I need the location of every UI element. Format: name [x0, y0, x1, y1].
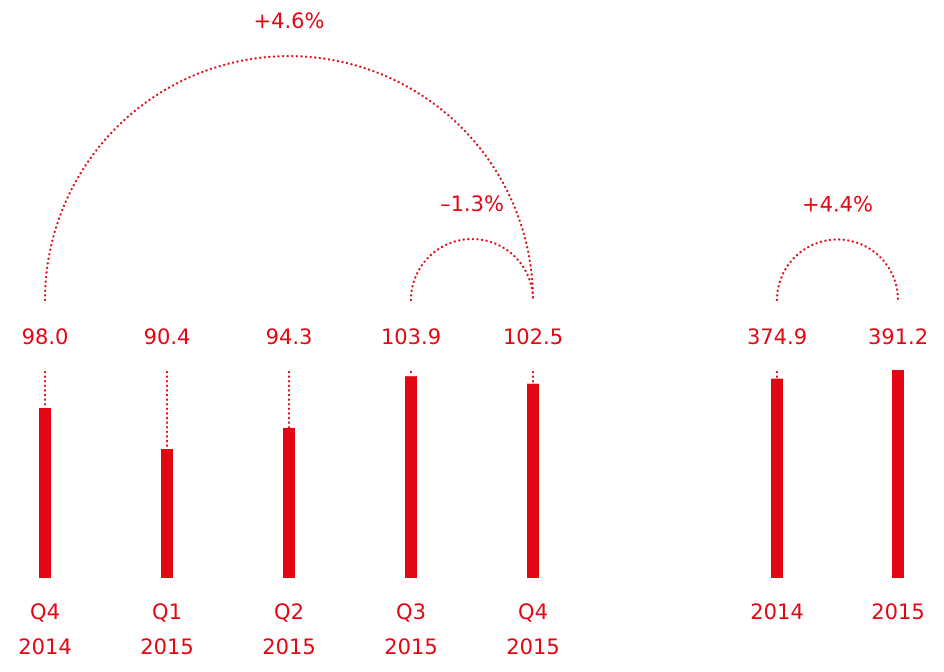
value-label: 103.9	[381, 325, 441, 349]
bar	[161, 449, 173, 578]
value-label: 98.0	[22, 325, 69, 349]
category-label: 2014	[750, 600, 803, 624]
value-label: 94.3	[266, 325, 313, 349]
bar	[39, 408, 51, 578]
change-label: –1.3%	[440, 192, 504, 216]
bar	[771, 378, 783, 578]
category-label: Q2	[274, 600, 304, 624]
category-label: Q3	[396, 600, 426, 624]
value-label: 90.4	[144, 325, 191, 349]
category-label: Q4	[30, 600, 60, 624]
category-label: 2015	[140, 635, 193, 659]
category-label: 2015	[871, 600, 924, 624]
comparison-arc	[775, 238, 900, 302]
change-label: +4.4%	[802, 193, 873, 217]
bar	[405, 376, 417, 578]
value-label: 374.9	[747, 325, 807, 349]
value-label: 102.5	[503, 325, 563, 349]
bar	[892, 369, 904, 578]
category-label: 2014	[18, 635, 71, 659]
change-label: +4.6%	[254, 9, 325, 33]
category-label: 2015	[262, 635, 315, 659]
bar	[527, 383, 539, 578]
comparison-arc	[409, 237, 535, 302]
category-label: 2015	[506, 635, 559, 659]
bar	[283, 427, 295, 578]
category-label: Q4	[518, 600, 548, 624]
value-label: 391.2	[868, 325, 928, 349]
comparison-arc	[43, 54, 535, 302]
category-label: 2015	[384, 635, 437, 659]
category-label: Q1	[152, 600, 182, 624]
